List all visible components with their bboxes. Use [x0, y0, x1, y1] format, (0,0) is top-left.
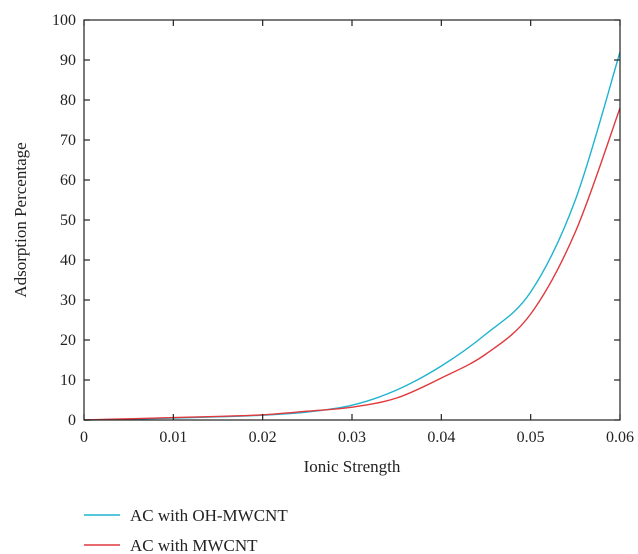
- series-line-oh-mwcnt: [83, 51, 621, 421]
- y-tick-label: 60: [60, 172, 76, 189]
- y-axis-title: Adsorption Percentage: [11, 142, 30, 297]
- x-tick-label: 0.04: [427, 429, 455, 446]
- y-tick-label: 100: [52, 12, 76, 29]
- y-tick-label: 50: [60, 212, 76, 229]
- legend-item: AC with MWCNT: [84, 536, 258, 554]
- y-tick-label: 80: [60, 92, 76, 109]
- legend-label: AC with MWCNT: [130, 536, 258, 554]
- plot-frame: [83, 19, 621, 421]
- legend-label: AC with OH-MWCNT: [130, 506, 288, 525]
- y-tick-label: 30: [60, 292, 76, 309]
- series-line-mwcnt: [83, 107, 621, 421]
- x-tick-label: 0.01: [159, 429, 187, 446]
- y-tick-label: 20: [60, 332, 76, 349]
- y-tick-label: 90: [60, 52, 76, 69]
- tick-layer: 0 0.01 0.02 0.03 0.04 0.05 0.06 0 10 20 30 40 50 60 70…: [52, 12, 634, 446]
- legend: AC with OH-MWCNT AC with MWCNT: [84, 506, 288, 554]
- x-tick-label: 0.06: [606, 429, 634, 446]
- y-tick-label: 10: [60, 372, 76, 389]
- y-tick-label: 70: [60, 132, 76, 149]
- x-tick-label: 0.03: [338, 429, 366, 446]
- series-layer: [83, 51, 621, 421]
- y-tick-label: 40: [60, 252, 76, 269]
- x-tick-label: 0.02: [249, 429, 277, 446]
- legend-item: AC with OH-MWCNT: [84, 506, 288, 525]
- y-tick-label: 0: [68, 412, 76, 429]
- axes-layer: [83, 19, 621, 421]
- x-tick-label: 0.05: [517, 429, 545, 446]
- x-tick-label: 0: [80, 429, 88, 446]
- x-axis-title: Ionic Strength: [304, 457, 401, 476]
